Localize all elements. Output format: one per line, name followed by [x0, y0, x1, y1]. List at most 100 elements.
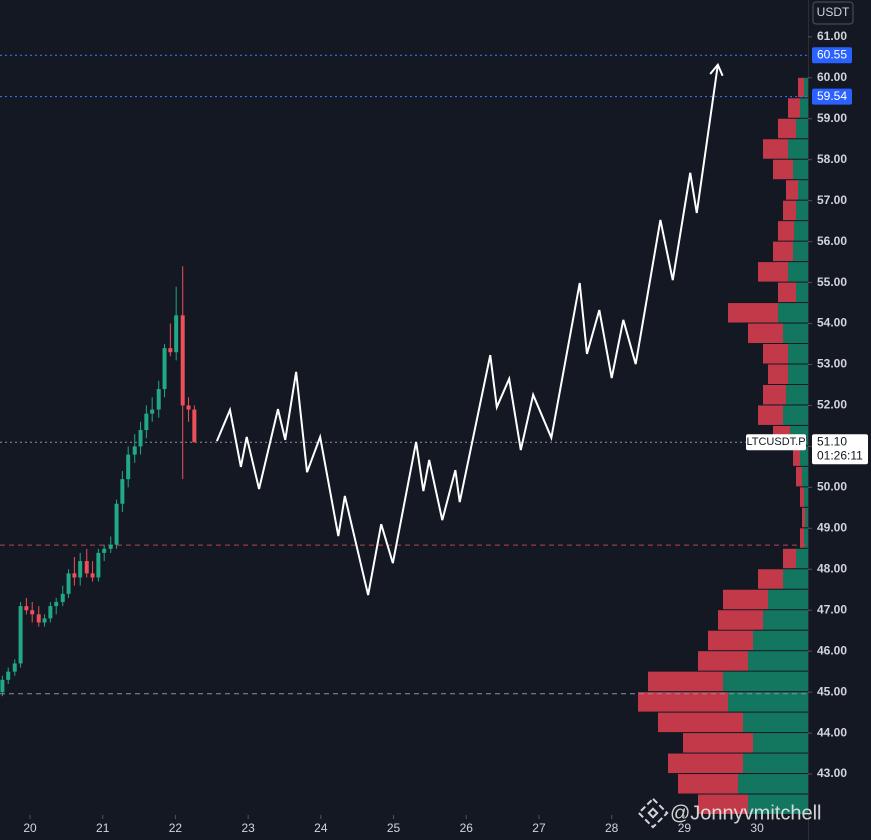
candle-body [180, 315, 185, 406]
volume-buy [805, 507, 808, 528]
candle-body [132, 446, 137, 455]
y-tick-label: 55.00 [817, 275, 847, 289]
currency-box [812, 1, 854, 25]
symbol-box [746, 434, 806, 451]
projection-line [215, 64, 719, 596]
x-tick-label: 25 [387, 821, 401, 835]
volume-buy [753, 733, 808, 753]
volume-buy [796, 548, 808, 569]
y-tick-label: 47.00 [817, 602, 847, 616]
binance-logo [637, 797, 669, 829]
volume-sell [778, 282, 796, 303]
volume-buy [783, 323, 808, 344]
volume-sell [758, 405, 783, 425]
projection-arrowhead [709, 62, 724, 77]
volume-buy [788, 139, 808, 159]
y-tick-label: 53.00 [817, 357, 847, 371]
volume-sell [798, 77, 804, 98]
candle-body [84, 561, 89, 574]
volume-buy [804, 528, 808, 548]
last-price-box [812, 434, 868, 465]
candle-body [66, 573, 71, 594]
volume-sell [763, 344, 788, 364]
volume-sell [773, 159, 793, 180]
volume-buy [788, 344, 808, 364]
volume-buy [738, 774, 808, 794]
volume-sell [698, 794, 748, 814]
currency: USDT [817, 5, 850, 19]
volume-buy [796, 282, 808, 303]
volume-buy [778, 303, 808, 323]
volume-sell [778, 118, 796, 139]
y-tick-label: 59.00 [817, 111, 847, 125]
volume-sell [708, 630, 753, 651]
volume-sell [698, 651, 748, 671]
last-price: 51.10 [817, 434, 847, 448]
volume-sell [763, 384, 786, 405]
volume-sell [668, 753, 743, 774]
x-tick-label: 29 [678, 821, 692, 835]
volume-sell [796, 466, 802, 487]
volume-buy [798, 180, 808, 200]
x-tick-label: 30 [750, 821, 764, 835]
volume-buy [804, 487, 808, 507]
volume-buy [788, 262, 808, 282]
volume-buy [786, 384, 808, 405]
candle-body [30, 610, 35, 615]
candle-body [174, 315, 179, 353]
countdown: 01:26:11 [817, 448, 863, 462]
price-axis: 43.00 44.00 45.00 46.00 47.00 48.00 49.00 50.00… [808, 29, 852, 780]
candle-body [12, 663, 17, 672]
candle-body [144, 413, 149, 431]
candle-body [156, 389, 161, 410]
volume-buy [753, 630, 808, 651]
candle-body [54, 602, 59, 607]
volume-buy [800, 446, 808, 466]
volume-buy [748, 794, 808, 814]
candle-body [192, 409, 197, 443]
volume-sell [786, 180, 798, 200]
candle-body [138, 430, 143, 447]
volume-sell [800, 487, 804, 507]
volume-buy [788, 364, 808, 384]
candle-body [150, 409, 155, 414]
volume-sell [683, 733, 753, 753]
volume-sell [783, 200, 796, 221]
price-tag-box [812, 47, 852, 64]
volume-buy [723, 671, 808, 692]
watermark-text: @Jonnyvmitchell [670, 802, 821, 824]
volume-sell [723, 589, 768, 610]
volume-sell [802, 507, 805, 528]
volume-buy [763, 610, 808, 630]
volume-sell [718, 610, 763, 630]
plot-area [0, 54, 808, 814]
watermark: @Jonnyvmitchell [637, 797, 821, 829]
symbol-label: LTCUSDT.P [746, 436, 805, 448]
candle-body [0, 679, 5, 693]
volume-buy [783, 405, 808, 425]
x-tick-label: 22 [169, 821, 183, 835]
x-tick-label: 23 [241, 821, 255, 835]
candle-body [186, 405, 191, 410]
volume-sell [768, 364, 788, 384]
volume-sell [793, 446, 800, 466]
volume-buy [783, 569, 808, 589]
volume-sell [758, 569, 783, 589]
y-tick-label: 48.00 [817, 561, 847, 575]
price-tag: 60.55 [817, 47, 847, 61]
x-tick-label: 24 [314, 821, 328, 835]
candle-body [108, 544, 113, 549]
price-tag: 59.54 [817, 89, 847, 103]
volume-buy [793, 159, 808, 180]
x-tick-label: 21 [96, 821, 110, 835]
x-tick-label: 27 [532, 821, 546, 835]
candle-body [90, 573, 95, 578]
y-tick-label: 46.00 [817, 643, 847, 657]
volume-sell [763, 139, 788, 159]
candle-body [120, 479, 125, 504]
volume-buy [728, 692, 808, 712]
candle-body [18, 606, 23, 664]
y-tick-label: 61.00 [817, 29, 847, 43]
volume-sell [788, 98, 800, 118]
